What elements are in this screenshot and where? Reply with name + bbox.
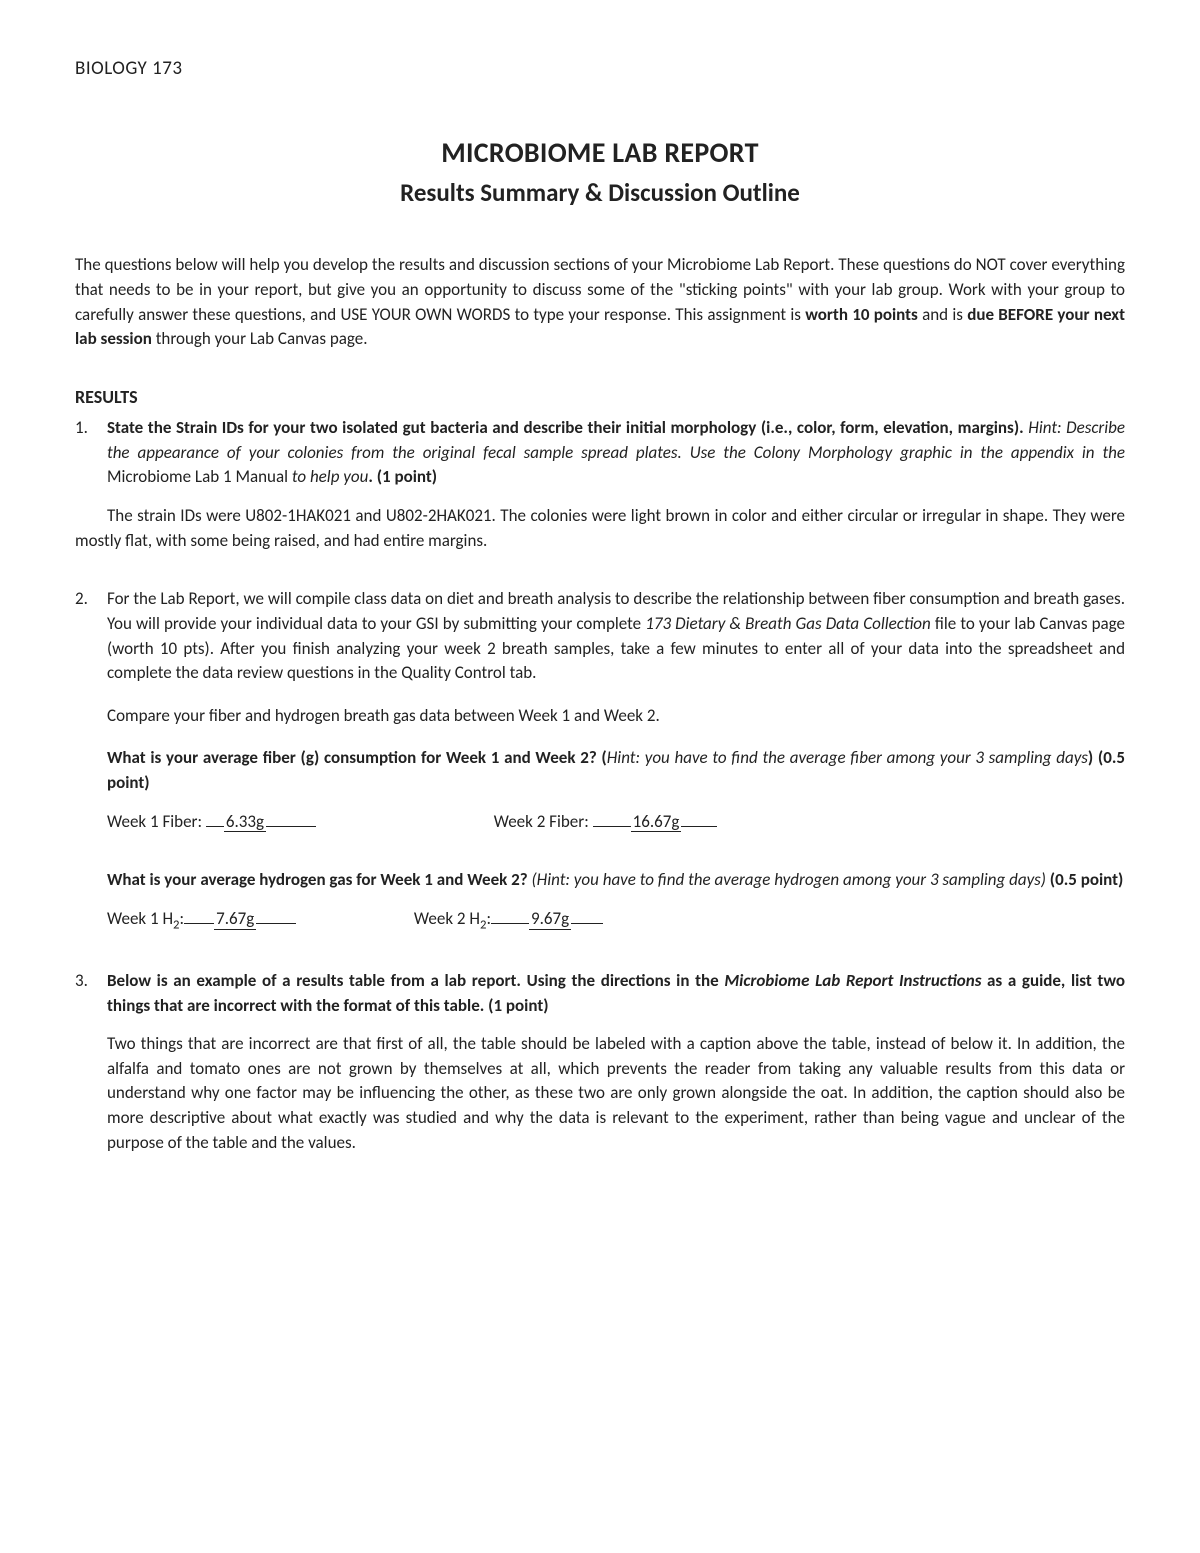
q2-fiber-question: What is your average fiber (g) consumpti… [107,746,1125,795]
w1-h2-value: 7.67g [214,909,256,930]
title-block: MICROBIOME LAB REPORT Results Summary & … [75,133,1125,212]
underline [266,826,316,827]
w1-fiber-label: Week 1 Fiber: [107,811,206,832]
w1-h2-label-b: : [180,908,185,929]
q2-fiber-hint: Hint: you have to find the average fiber… [607,747,1088,768]
q2-file: 173 Dietary & Breath Gas Data Collection [645,613,931,634]
w2-fiber: Week 2 Fiber: 16.67g [494,810,718,835]
intro-points: worth 10 points [805,304,918,325]
w2-h2-label-b: : [486,908,491,929]
q1-manual: Microbiome Lab 1 Manual [107,466,288,487]
q1-answer: The strain IDs were U802-1HAK021 and U80… [75,504,1125,553]
w2-h2-value: 9.67g [529,909,571,930]
intro-text-3: through your Lab Canvas page. [152,328,368,349]
q2-h2-hint: (Hint: you have to find the average hydr… [531,869,1045,890]
q3-prompt: Below is an example of a results table f… [107,969,1125,1018]
q2-p2: Compare your fiber and hydrogen breath g… [107,704,1125,729]
q2-p1: For the Lab Report, we will compile clas… [107,587,1125,686]
q3-instructions-ref: Microbiome Lab Report Instructions [724,970,981,991]
intro-paragraph: The questions below will help you develo… [75,253,1125,352]
title-main: MICROBIOME LAB REPORT [75,133,1125,174]
q2-h2-pts: (0.5 point) [1046,869,1123,890]
fiber-fill-row: Week 1 Fiber: 6.33g Week 2 Fiber: 16.67g [107,810,1125,835]
question-3: Below is an example of a results table f… [75,969,1125,1155]
h2-fill-row: Week 1 H2:7.67g Week 2 H2:9.67g [107,907,1125,935]
q3-answer: Two things that are incorrect are that f… [107,1032,1125,1155]
q1-hint-b: to help you [288,466,368,487]
w1-fiber: Week 1 Fiber: 6.33g [107,810,316,835]
results-heading: RESULTS [75,384,1125,410]
underline [491,923,529,924]
q2-fiber-q: What is your average fiber (g) consumpti… [107,747,607,768]
underline [184,923,214,924]
w2-h2: Week 2 H2:9.67g [414,907,603,935]
underline [571,923,603,924]
question-1: State the Strain IDs for your two isolat… [75,416,1125,553]
question-list: State the Strain IDs for your two isolat… [75,416,1125,1155]
w2-fiber-label: Week 2 Fiber: [494,811,593,832]
q1-points: . (1 point) [368,466,437,487]
intro-text-2: and is [918,304,967,325]
q1-prompt: State the Strain IDs for your two isolat… [107,416,1125,490]
w1-h2-label-a: Week 1 H [107,908,173,929]
title-sub: Results Summary & Discussion Outline [75,175,1125,211]
w1-h2: Week 1 H2:7.67g [107,907,296,935]
q2-h2-question: What is your average hydrogen gas for We… [107,868,1125,893]
w2-fiber-value: 16.67g [631,812,682,833]
q1-bold: State the Strain IDs for your two isolat… [107,417,1028,438]
question-2: For the Lab Report, we will compile clas… [75,587,1125,935]
w1-fiber-value: 6.33g [224,812,266,833]
underline [256,923,296,924]
course-header: BIOLOGY 173 [75,55,1125,83]
underline [593,826,631,827]
q3-bold-a: Below is an example of a results table f… [107,970,724,991]
underline [681,826,717,827]
q2-h2-q: What is your average hydrogen gas for We… [107,869,531,890]
underline [206,826,224,827]
w2-h2-label-a: Week 2 H [414,908,480,929]
